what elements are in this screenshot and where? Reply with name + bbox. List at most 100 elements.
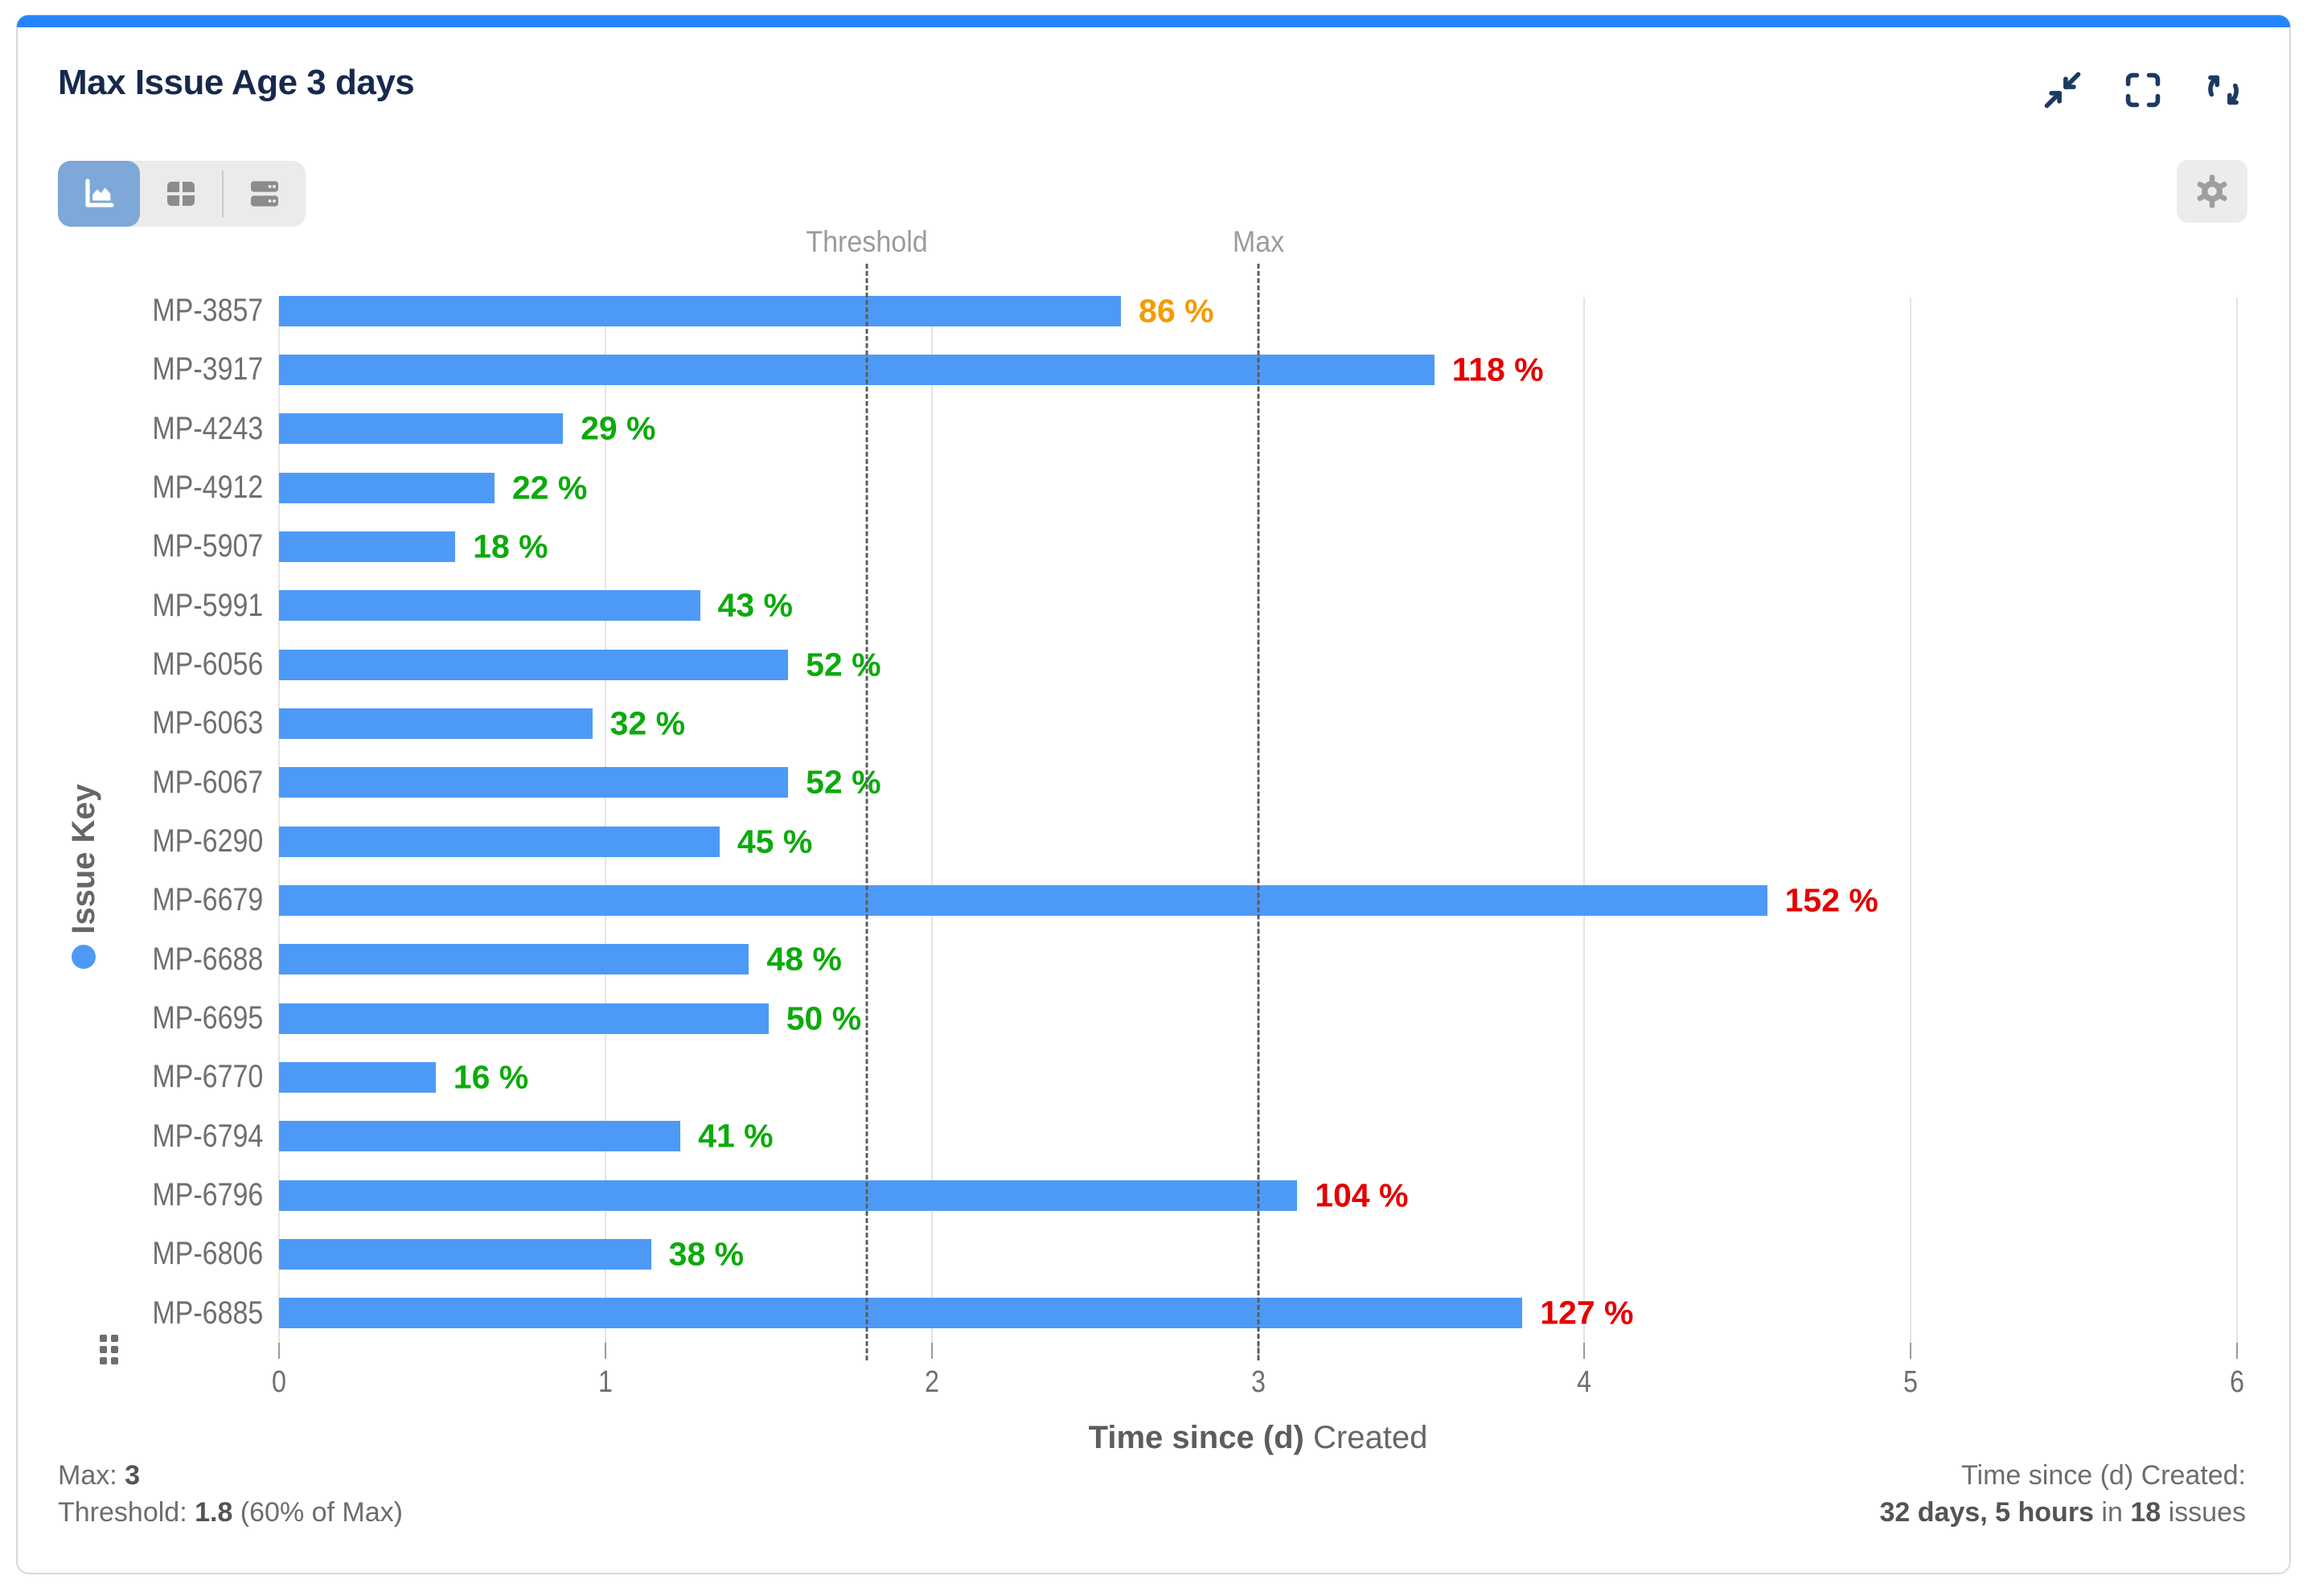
percent-label: 52 %	[806, 646, 881, 683]
bar-row: MP-3857 86 %	[152, 281, 2237, 340]
issue-key-label: MP-6067	[152, 764, 263, 800]
chart-view-button[interactable]	[58, 161, 140, 227]
percent-label: 104 %	[1315, 1176, 1409, 1214]
issue-bar[interactable]	[279, 1061, 436, 1093]
bar-row: MP-6067 52 %	[152, 753, 2237, 812]
fullscreen-icon	[2122, 69, 2164, 111]
issue-bar[interactable]	[279, 531, 456, 562]
fullscreen-button[interactable]	[2122, 69, 2164, 111]
issue-key-label: MP-6806	[152, 1236, 263, 1272]
widget-title: Max Issue Age 3 days	[58, 63, 415, 102]
footer-left: Max: 3 Threshold: 1.8 (60% of Max)	[58, 1457, 403, 1531]
issue-key-label: MP-6796	[152, 1177, 263, 1213]
issue-bar[interactable]	[279, 767, 789, 798]
percent-label: 52 %	[806, 763, 881, 801]
footer-right-title: Time since (d) Created:	[1961, 1460, 2246, 1491]
series-legend-dot	[72, 945, 96, 970]
footer-max-line: Max: 3	[58, 1460, 141, 1491]
bar-row: MP-6063 32 %	[152, 694, 2237, 753]
footer-issue-count: 18	[2130, 1497, 2161, 1528]
footer-right: Time since (d) Created: 32 days, 5 hours…	[1880, 1457, 2246, 1531]
issue-bar[interactable]	[279, 649, 789, 680]
x-tick-label: 0	[272, 1365, 286, 1399]
gridline	[2236, 297, 2238, 1343]
collapse-button[interactable]	[2042, 69, 2083, 111]
footer-threshold-line: Threshold: 1.8 (60% of Max)	[58, 1497, 403, 1528]
gear-icon	[2191, 170, 2233, 212]
settings-button[interactable]	[2177, 160, 2247, 223]
percent-label: 45 %	[737, 823, 813, 860]
x-tick-label: 2	[924, 1365, 939, 1399]
issue-bar[interactable]	[279, 1003, 769, 1034]
percent-label: 22 %	[511, 469, 588, 507]
issue-bar[interactable]	[279, 884, 1767, 916]
issue-bar[interactable]	[279, 590, 700, 622]
issue-bar[interactable]	[279, 1180, 1298, 1211]
threshold-label: Threshold	[805, 225, 928, 258]
issue-bar[interactable]	[279, 295, 1122, 326]
toggle-divider	[222, 170, 224, 217]
axis-tick	[1583, 1343, 1586, 1359]
x-tick-label: 4	[1577, 1365, 1592, 1399]
percent-label: 41 %	[698, 1117, 774, 1155]
gadget-card: Max Issue Age 3 days	[16, 14, 2291, 1574]
gridline	[604, 297, 606, 1343]
x-axis-title: Time since (d) Created	[279, 1420, 2237, 1456]
footer-threshold-value: 1.8	[195, 1497, 233, 1528]
bar-row: MP-4912 22 %	[152, 458, 2237, 517]
issue-key-label: MP-6885	[152, 1294, 263, 1331]
issue-bar[interactable]	[279, 944, 749, 975]
bar-chart: Issue Key 0 1 2 3 4 5 6 Threshold Max MP-3857 86…	[18, 225, 2289, 1455]
issue-bar[interactable]	[279, 413, 564, 445]
issue-bar[interactable]	[279, 708, 593, 739]
issue-key-label: MP-6695	[152, 1000, 263, 1036]
x-tick-label: 5	[1903, 1365, 1919, 1399]
footer-right-summary: 32 days, 5 hours in 18 issues	[1879, 1497, 2246, 1528]
gridline	[278, 297, 280, 1343]
collapse-arrows-icon	[2042, 69, 2083, 111]
refresh-icon	[2202, 69, 2244, 111]
percent-label: 16 %	[453, 1058, 529, 1096]
percent-label: 32 %	[610, 704, 686, 742]
bar-row: MP-6290 45 %	[152, 812, 2237, 871]
footer-duration: 32 days, 5 hours	[1879, 1497, 2094, 1528]
bar-row: MP-4243 29 %	[152, 400, 2237, 458]
x-tick-label: 3	[1250, 1365, 1266, 1399]
threshold-line	[865, 264, 868, 1360]
bar-row: MP-6796 104 %	[152, 1166, 2237, 1225]
bar-row: MP-5991 43 %	[152, 576, 2237, 635]
issue-bar[interactable]	[279, 826, 720, 857]
issue-bar[interactable]	[279, 1238, 651, 1270]
list-view-button[interactable]	[224, 161, 306, 227]
issue-key-label: MP-4243	[152, 410, 263, 446]
issue-bar[interactable]	[279, 354, 1435, 385]
issue-bar[interactable]	[279, 472, 495, 503]
issue-key-label: MP-6290	[152, 823, 263, 860]
max-line	[1257, 264, 1259, 1360]
issue-key-label: MP-3857	[152, 293, 263, 329]
issue-key-label: MP-3917	[152, 351, 263, 388]
drag-handle[interactable]	[100, 1335, 137, 1373]
issue-key-label: MP-6679	[152, 882, 263, 918]
axis-tick	[930, 1343, 933, 1359]
bar-row: MP-6794 41 %	[152, 1107, 2237, 1166]
percent-label: 43 %	[717, 586, 793, 624]
axis-tick	[604, 1343, 606, 1359]
percent-label: 18 %	[473, 527, 548, 565]
issue-key-label: MP-6056	[152, 646, 263, 683]
percent-label: 152 %	[1784, 881, 1878, 919]
bar-row: MP-6056 52 %	[152, 635, 2237, 694]
x-tick-label: 1	[597, 1365, 613, 1399]
issue-key-label: MP-6770	[152, 1059, 263, 1095]
issue-key-label: MP-6063	[152, 705, 263, 741]
refresh-button[interactable]	[2202, 69, 2244, 111]
header-actions	[2042, 69, 2244, 111]
gridline	[1583, 297, 1586, 1343]
issue-bar[interactable]	[279, 1121, 681, 1152]
table-view-button[interactable]	[140, 161, 222, 227]
axis-tick	[278, 1343, 280, 1359]
view-toggle	[58, 161, 306, 227]
issue-bar[interactable]	[279, 1298, 1523, 1329]
issue-key-label: MP-6794	[152, 1118, 263, 1154]
max-label: Max	[1232, 225, 1284, 258]
